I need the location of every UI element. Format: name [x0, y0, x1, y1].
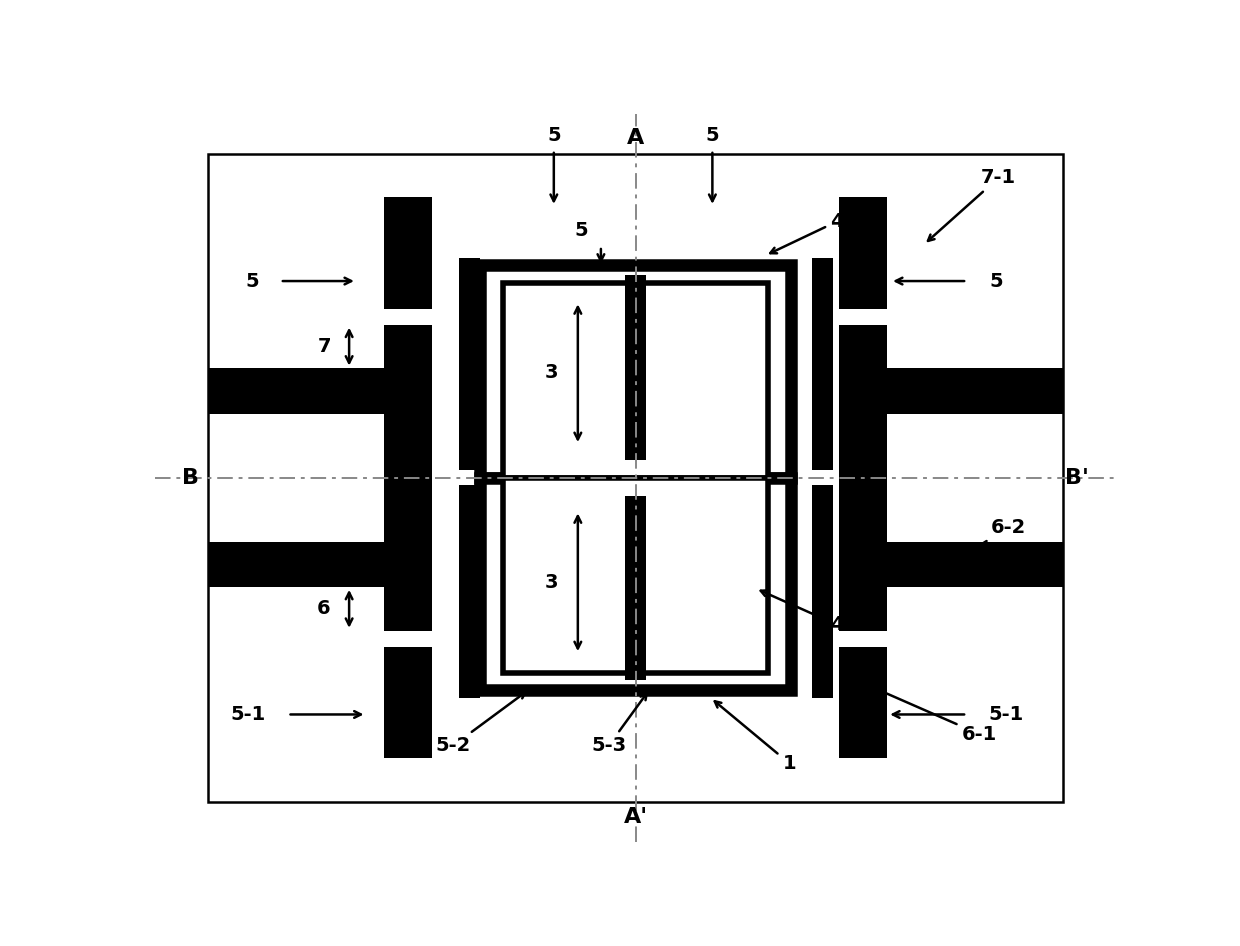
Bar	[888, 369, 1063, 413]
Text: 5: 5	[575, 221, 589, 240]
Bar	[383, 198, 432, 758]
Bar	[839, 308, 888, 324]
Text: 6-1: 6-1	[873, 687, 997, 744]
Text: A': A'	[624, 807, 647, 828]
Text: 5-3: 5-3	[591, 693, 646, 755]
Text: 5: 5	[547, 126, 560, 145]
Text: 6-2: 6-2	[967, 517, 1025, 553]
Bar	[383, 631, 432, 647]
Text: 4: 4	[760, 590, 844, 635]
Text: A: A	[627, 128, 644, 149]
Text: 5: 5	[990, 272, 1003, 290]
Bar	[208, 153, 1063, 802]
Text: 5: 5	[706, 126, 719, 145]
Bar	[839, 198, 888, 758]
Text: 6: 6	[317, 600, 331, 619]
Bar	[480, 265, 791, 478]
Text: 5-2: 5-2	[435, 692, 526, 755]
Bar	[383, 308, 432, 324]
Text: B': B'	[1065, 467, 1089, 488]
Text: 3: 3	[546, 363, 558, 382]
Bar	[625, 275, 646, 460]
Text: 5-1: 5-1	[988, 705, 1023, 724]
Bar	[839, 631, 888, 647]
Text: 5-1: 5-1	[231, 705, 265, 724]
Bar	[208, 542, 383, 587]
Bar	[503, 478, 768, 673]
Bar	[812, 257, 833, 470]
Bar	[888, 542, 1063, 587]
Text: 7-2: 7-2	[967, 375, 1025, 400]
Bar	[480, 478, 791, 691]
Text: 7: 7	[317, 337, 331, 356]
Bar	[459, 257, 480, 470]
Text: 4: 4	[770, 212, 844, 254]
Bar	[625, 496, 646, 680]
Text: 3: 3	[546, 573, 558, 592]
Bar	[812, 485, 833, 698]
Bar	[208, 369, 383, 413]
Text: 5: 5	[246, 272, 259, 290]
Text: 7-1: 7-1	[928, 168, 1017, 241]
Bar	[459, 485, 480, 698]
Text: 1: 1	[714, 701, 796, 773]
Bar	[503, 283, 768, 478]
Text: B: B	[182, 467, 198, 488]
